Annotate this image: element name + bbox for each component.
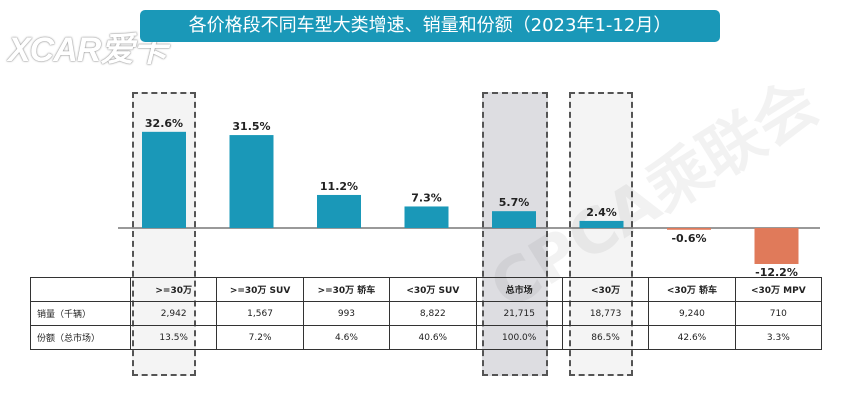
data-label-4: 5.7% xyxy=(499,196,530,209)
bar-0 xyxy=(142,131,186,228)
header-cell: >=30万 xyxy=(129,277,218,302)
data-label-3: 7.3% xyxy=(411,191,442,204)
bar-7 xyxy=(754,228,799,264)
bar-6 xyxy=(667,228,711,230)
data-label-7: -12.2% xyxy=(755,266,798,279)
table-cell: 86.5% xyxy=(561,325,650,350)
header-cell: <30万 轿车 xyxy=(648,277,736,302)
table-cell: 4.6% xyxy=(302,325,391,350)
chart-title: 各价格段不同车型大类增速、销量和份额（2023年1-12月） xyxy=(140,10,720,42)
table-cell: 993 xyxy=(302,301,391,326)
table-cell: 9,240 xyxy=(648,301,736,326)
table-row-share: 份额（总市场） 13.5% 7.2% 4.6% 40.6% 100.0% 86.… xyxy=(30,325,823,350)
table-cell: 7.2% xyxy=(216,325,304,350)
header-cell: <30万 SUV xyxy=(389,277,477,302)
header-cell: >=30万 轿车 xyxy=(302,277,391,302)
bar-5 xyxy=(579,220,624,228)
table-cell: 42.6% xyxy=(648,325,736,350)
table-cell: 13.5% xyxy=(129,325,218,350)
bar-4 xyxy=(492,211,536,228)
table-header-row: >=30万 >=30万 SUV >=30万 轿车 <30万 SUV 总市场 <3… xyxy=(30,277,823,302)
table-cell: 8,822 xyxy=(389,301,477,326)
data-label-6: -0.6% xyxy=(671,232,706,245)
bar-2 xyxy=(317,194,361,228)
data-label-5: 2.4% xyxy=(586,206,617,219)
header-cell: <30万 xyxy=(561,277,650,302)
table-row-sales: 销量（千辆） 2,942 1,567 993 8,822 21,715 18,7… xyxy=(30,301,823,326)
table-cell: 100.0% xyxy=(475,325,563,350)
table-cell: 21,715 xyxy=(475,301,563,326)
table-cell: 40.6% xyxy=(389,325,477,350)
header-cell xyxy=(30,277,131,302)
header-cell: >=30万 SUV xyxy=(216,277,304,302)
table-cell: 3.3% xyxy=(734,325,823,350)
data-label-0: 32.6% xyxy=(145,117,183,130)
data-label-1: 31.5% xyxy=(232,120,270,133)
data-label-2: 11.2% xyxy=(320,180,358,193)
table-cell: 2,942 xyxy=(129,301,218,326)
header-cell: 总市场 xyxy=(475,277,563,302)
header-cell: <30万 MPV xyxy=(734,277,823,302)
data-table: >=30万 >=30万 SUV >=30万 轿车 <30万 SUV 总市场 <3… xyxy=(30,277,823,350)
table-cell: 18,773 xyxy=(561,301,650,326)
bar-3 xyxy=(404,206,449,228)
row-label: 销量（千辆） xyxy=(30,301,131,326)
bar-1 xyxy=(229,135,274,228)
row-label: 份额（总市场） xyxy=(30,325,131,350)
table-cell: 710 xyxy=(734,301,823,326)
table-cell: 1,567 xyxy=(216,301,304,326)
